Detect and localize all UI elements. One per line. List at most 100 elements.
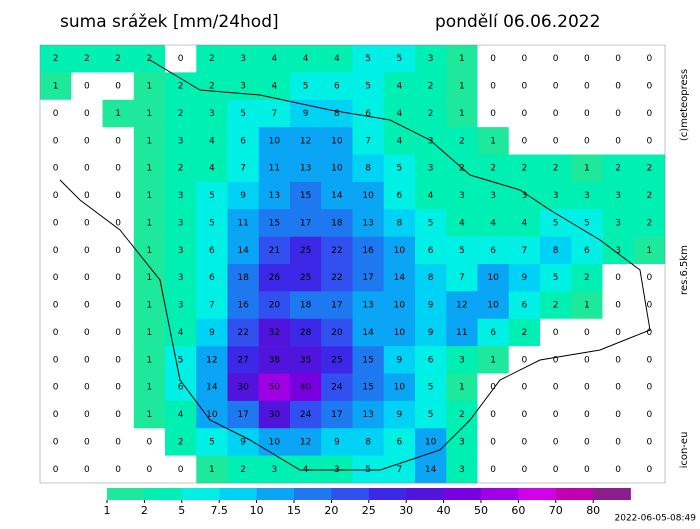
precip-cell <box>633 291 666 320</box>
precip-value: 6 <box>209 246 215 256</box>
precip-cell <box>602 291 635 320</box>
precip-value: 28 <box>300 328 312 338</box>
precip-value: 0 <box>553 109 559 119</box>
precip-value: 3 <box>178 191 184 201</box>
precip-value: 0 <box>53 246 59 256</box>
precip-cell <box>633 45 666 73</box>
precip-cell <box>196 209 228 237</box>
precip-value: 9 <box>428 328 434 338</box>
precip-value: 0 <box>84 301 90 311</box>
precip-cell <box>71 72 103 101</box>
precip-value: 0 <box>53 437 59 447</box>
precip-cell <box>133 236 166 265</box>
precip-cell <box>196 181 228 210</box>
precip-cell <box>352 181 385 210</box>
legend-swatch <box>593 488 631 500</box>
precip-cell <box>165 346 197 374</box>
precip-cell <box>383 236 416 265</box>
precip-cell <box>352 455 385 484</box>
precip-value: 2 <box>209 82 215 92</box>
precip-cell <box>71 373 103 402</box>
precip-value: 1 <box>147 136 153 146</box>
precip-cell <box>540 236 572 265</box>
precip-value: 50 <box>269 383 281 393</box>
precip-cell <box>571 181 603 210</box>
precip-value: 5 <box>240 109 246 119</box>
precip-value: 9 <box>397 410 403 420</box>
precip-value: 0 <box>115 301 121 311</box>
precip-value: 0 <box>53 383 59 393</box>
precip-value: 11 <box>237 218 248 228</box>
precip-value: 0 <box>647 465 653 475</box>
precip-cell <box>71 455 103 484</box>
precip-cell <box>290 400 322 429</box>
precip-cell <box>258 45 291 73</box>
precip-value: 4 <box>178 410 184 420</box>
precip-cell <box>196 99 228 128</box>
precip-value: 1 <box>147 218 153 228</box>
precip-value: 8 <box>397 218 403 228</box>
precip-value: 10 <box>331 164 343 174</box>
precip-value: 0 <box>115 246 121 256</box>
precip-cell <box>290 45 322 73</box>
precip-cell <box>290 373 322 402</box>
precip-value: 9 <box>209 328 215 338</box>
precip-cell <box>446 209 478 237</box>
precip-value: 6 <box>490 246 496 256</box>
precip-cell <box>290 209 322 237</box>
precip-cell <box>165 400 197 429</box>
precip-value: 20 <box>331 328 343 338</box>
precip-value: 0 <box>522 383 528 393</box>
precip-value: 0 <box>584 383 590 393</box>
precip-cell <box>602 209 635 237</box>
precip-cell <box>446 236 478 265</box>
precip-cell <box>352 291 385 320</box>
precip-value: 9 <box>397 355 403 365</box>
precip-cell <box>290 264 322 292</box>
precip-value: 17 <box>300 218 311 228</box>
precip-value: 6 <box>584 246 590 256</box>
precip-cell <box>102 127 135 155</box>
precip-cell <box>415 264 447 292</box>
precip-value: 7 <box>240 164 246 174</box>
precip-cell <box>40 99 72 128</box>
precip-cell <box>415 373 447 402</box>
legend-swatch <box>555 488 594 500</box>
precip-cell <box>102 72 135 101</box>
precip-cell <box>71 428 103 456</box>
precip-value: 0 <box>553 82 559 92</box>
precip-cell <box>165 291 197 320</box>
copyright: (c)meteopress <box>679 69 690 141</box>
precip-cell <box>602 181 635 210</box>
legend-tick-label: 20 <box>324 504 338 517</box>
legend-tick-label: 70 <box>549 504 563 517</box>
legend-swatch <box>331 488 370 500</box>
precip-value: 3 <box>615 191 621 201</box>
precip-value: 0 <box>553 136 559 146</box>
precip-cell <box>571 236 603 265</box>
precip-value: 0 <box>53 410 59 420</box>
precip-cell <box>165 72 197 101</box>
precip-value: 0 <box>584 465 590 475</box>
precip-cell <box>633 154 666 183</box>
precip-cell <box>258 318 291 347</box>
precip-cell <box>71 45 103 73</box>
precip-value: 0 <box>490 54 496 64</box>
precip-cell <box>571 99 603 128</box>
precip-cell <box>258 373 291 402</box>
precip-cell <box>165 127 197 155</box>
precip-value: 3 <box>615 218 621 228</box>
precip-value: 10 <box>206 410 218 420</box>
precip-value: 0 <box>522 54 528 64</box>
precip-value: 7 <box>459 273 465 283</box>
precip-value: 0 <box>115 355 121 365</box>
precip-value: 0 <box>53 465 59 475</box>
precip-value: 10 <box>362 191 374 201</box>
precip-value: 0 <box>115 82 121 92</box>
precip-cell <box>602 373 635 402</box>
precip-value: 3 <box>459 437 465 447</box>
precip-cell <box>383 181 416 210</box>
precip-cell <box>352 400 385 429</box>
precip-cell <box>602 455 635 484</box>
precip-cell <box>133 428 166 456</box>
